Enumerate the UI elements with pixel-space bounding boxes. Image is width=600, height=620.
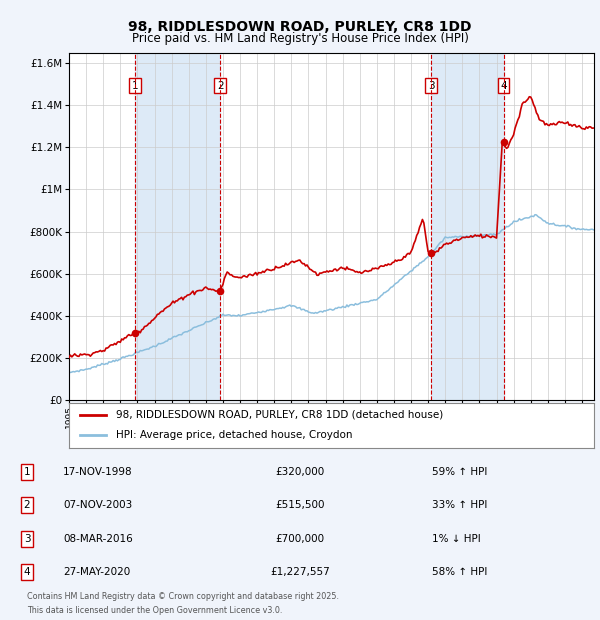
Text: HPI: Average price, detached house, Croydon: HPI: Average price, detached house, Croy… bbox=[116, 430, 353, 440]
Text: 98, RIDDLESDOWN ROAD, PURLEY, CR8 1DD: 98, RIDDLESDOWN ROAD, PURLEY, CR8 1DD bbox=[128, 20, 472, 34]
Text: This data is licensed under the Open Government Licence v3.0.: This data is licensed under the Open Gov… bbox=[27, 606, 283, 615]
Text: 98, RIDDLESDOWN ROAD, PURLEY, CR8 1DD (detached house): 98, RIDDLESDOWN ROAD, PURLEY, CR8 1DD (d… bbox=[116, 410, 443, 420]
Text: 1: 1 bbox=[23, 467, 31, 477]
Text: £515,500: £515,500 bbox=[275, 500, 325, 510]
Text: £320,000: £320,000 bbox=[275, 467, 325, 477]
Text: 4: 4 bbox=[500, 81, 507, 91]
Text: 58% ↑ HPI: 58% ↑ HPI bbox=[432, 567, 487, 577]
Text: 17-NOV-1998: 17-NOV-1998 bbox=[63, 467, 133, 477]
Text: 4: 4 bbox=[23, 567, 31, 577]
Bar bbox=[136, 53, 220, 400]
Text: 3: 3 bbox=[428, 81, 434, 91]
Text: 27-MAY-2020: 27-MAY-2020 bbox=[63, 567, 130, 577]
Text: Contains HM Land Registry data © Crown copyright and database right 2025.: Contains HM Land Registry data © Crown c… bbox=[27, 592, 339, 601]
Text: £1,227,557: £1,227,557 bbox=[270, 567, 330, 577]
Bar bbox=[431, 53, 503, 400]
Text: £700,000: £700,000 bbox=[275, 534, 325, 544]
Text: 1: 1 bbox=[132, 81, 139, 91]
Text: 2: 2 bbox=[23, 500, 31, 510]
Text: 07-NOV-2003: 07-NOV-2003 bbox=[63, 500, 132, 510]
Text: 08-MAR-2016: 08-MAR-2016 bbox=[63, 534, 133, 544]
Text: 59% ↑ HPI: 59% ↑ HPI bbox=[432, 467, 487, 477]
Text: 33% ↑ HPI: 33% ↑ HPI bbox=[432, 500, 487, 510]
Text: 3: 3 bbox=[23, 534, 31, 544]
Text: 2: 2 bbox=[217, 81, 224, 91]
Text: 1% ↓ HPI: 1% ↓ HPI bbox=[432, 534, 481, 544]
Text: Price paid vs. HM Land Registry's House Price Index (HPI): Price paid vs. HM Land Registry's House … bbox=[131, 32, 469, 45]
